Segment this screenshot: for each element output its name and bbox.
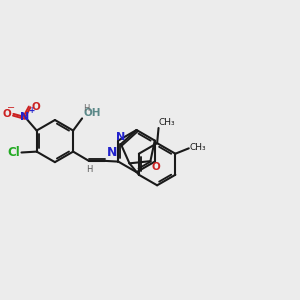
Text: O: O (2, 109, 11, 119)
Text: Cl: Cl (7, 146, 20, 159)
Text: CH₃: CH₃ (190, 143, 206, 152)
Text: O: O (151, 162, 160, 172)
Text: OH: OH (83, 108, 101, 118)
Text: N: N (20, 112, 30, 122)
Text: N: N (106, 146, 117, 159)
Text: H: H (83, 104, 89, 113)
Text: O: O (31, 102, 40, 112)
Text: −: − (7, 103, 15, 113)
Text: CH₃: CH₃ (159, 118, 175, 127)
Text: N: N (116, 132, 125, 142)
Text: +: + (28, 106, 34, 115)
Text: H: H (86, 165, 92, 174)
